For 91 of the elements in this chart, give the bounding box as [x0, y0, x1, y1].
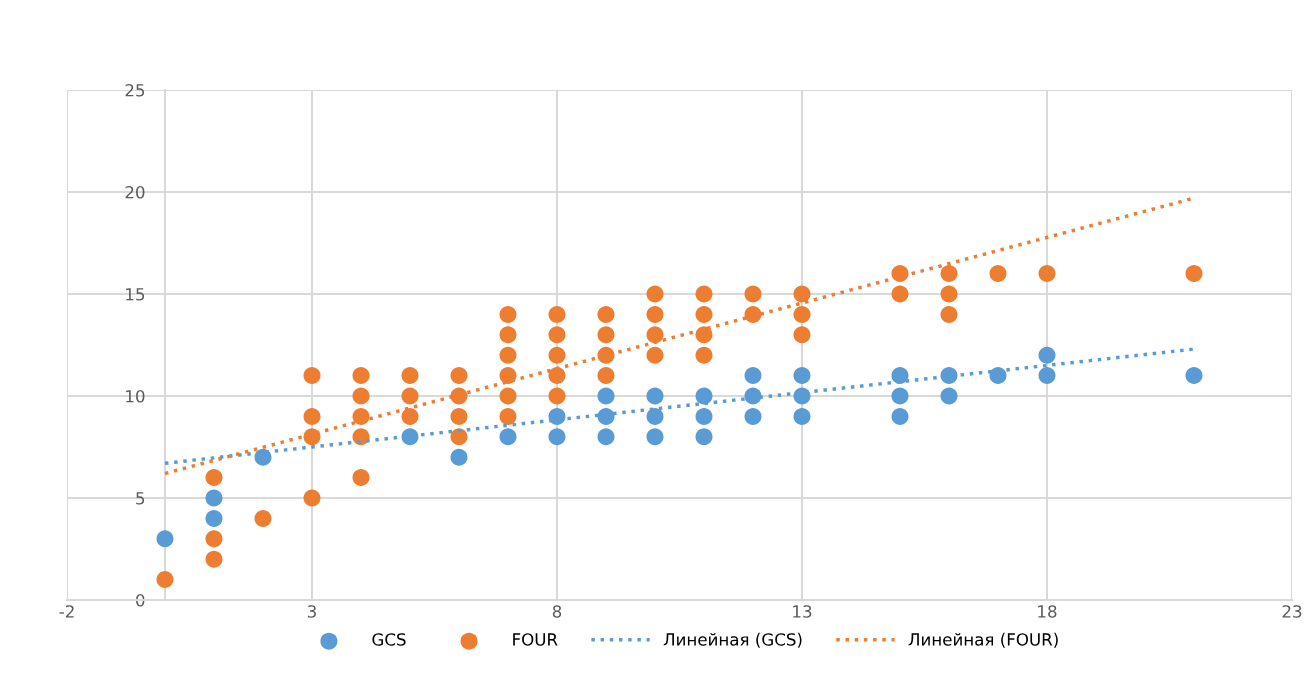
y-tick-label: 5: [136, 492, 145, 505]
point: [597, 367, 615, 385]
legend-label: Линейная (FOUR): [908, 632, 1058, 648]
point: [499, 305, 517, 323]
point: [597, 387, 615, 405]
point: [352, 469, 370, 487]
point: [891, 367, 909, 385]
point: [646, 407, 664, 425]
point: [793, 305, 811, 323]
point: [254, 509, 272, 527]
point: [303, 489, 321, 507]
point: [695, 387, 713, 405]
point: [450, 448, 468, 466]
x-tick-label: 13: [793, 605, 812, 618]
point: [205, 469, 223, 487]
point: [205, 550, 223, 568]
y-tick-label: 20: [125, 185, 145, 199]
point: [450, 428, 468, 446]
legend-label: GCS: [372, 633, 406, 646]
point: [1038, 265, 1056, 283]
point: [695, 407, 713, 425]
point: [646, 428, 664, 446]
y-tick-label: 25: [125, 83, 145, 97]
point: [548, 367, 566, 385]
point: [1038, 346, 1056, 364]
point: [695, 346, 713, 364]
point: [548, 387, 566, 405]
point: [499, 387, 517, 405]
x-tick-label: 18: [1038, 605, 1057, 618]
point: [401, 387, 419, 405]
point: [646, 305, 664, 323]
point: [891, 285, 909, 303]
x-tick-label: -2: [59, 605, 74, 618]
point: [352, 387, 370, 405]
point: [548, 428, 566, 446]
point: [940, 387, 958, 405]
legend-label: Линейная (GCS): [663, 632, 802, 648]
point: [303, 407, 321, 425]
point: [548, 305, 566, 323]
point: [156, 571, 174, 589]
point: [891, 407, 909, 425]
y-tick-label: 10: [126, 389, 145, 403]
point: [548, 346, 566, 364]
point: [1185, 265, 1203, 283]
point: [695, 305, 713, 323]
point: [205, 509, 223, 527]
point: [450, 367, 468, 385]
point: [205, 489, 223, 507]
point: [499, 346, 517, 364]
point: [793, 407, 811, 425]
x-tick-label: 23: [1282, 605, 1302, 618]
point: [450, 407, 468, 425]
point: [744, 367, 762, 385]
point: [205, 530, 223, 548]
point: [499, 326, 517, 344]
point: [891, 387, 909, 405]
legend-label: FOUR: [513, 633, 558, 646]
point: [401, 367, 419, 385]
point: [646, 285, 664, 303]
point: [1038, 367, 1056, 385]
point: [548, 326, 566, 344]
point: [303, 367, 321, 385]
point: [989, 367, 1007, 385]
point: [940, 285, 958, 303]
point: [940, 265, 958, 283]
point: [793, 326, 811, 344]
point: [401, 407, 419, 425]
point: [597, 305, 615, 323]
point: [1185, 367, 1203, 385]
y-tick-label: 15: [126, 288, 145, 301]
x-tick-label: 8: [552, 605, 562, 618]
point: [793, 367, 811, 385]
point: [597, 428, 615, 446]
point: [597, 407, 615, 425]
point: [156, 530, 174, 548]
point: [352, 367, 370, 385]
point: [499, 407, 517, 425]
point: [695, 285, 713, 303]
point: [352, 407, 370, 425]
point: [744, 285, 762, 303]
point: [646, 387, 664, 405]
point: [646, 326, 664, 344]
point: [499, 428, 517, 446]
point: [793, 285, 811, 303]
point: [940, 305, 958, 323]
point: [646, 346, 664, 364]
point: [989, 265, 1007, 283]
x-tick-label: 3: [307, 605, 316, 618]
point: [744, 407, 762, 425]
point: [597, 326, 615, 344]
point: [695, 428, 713, 446]
